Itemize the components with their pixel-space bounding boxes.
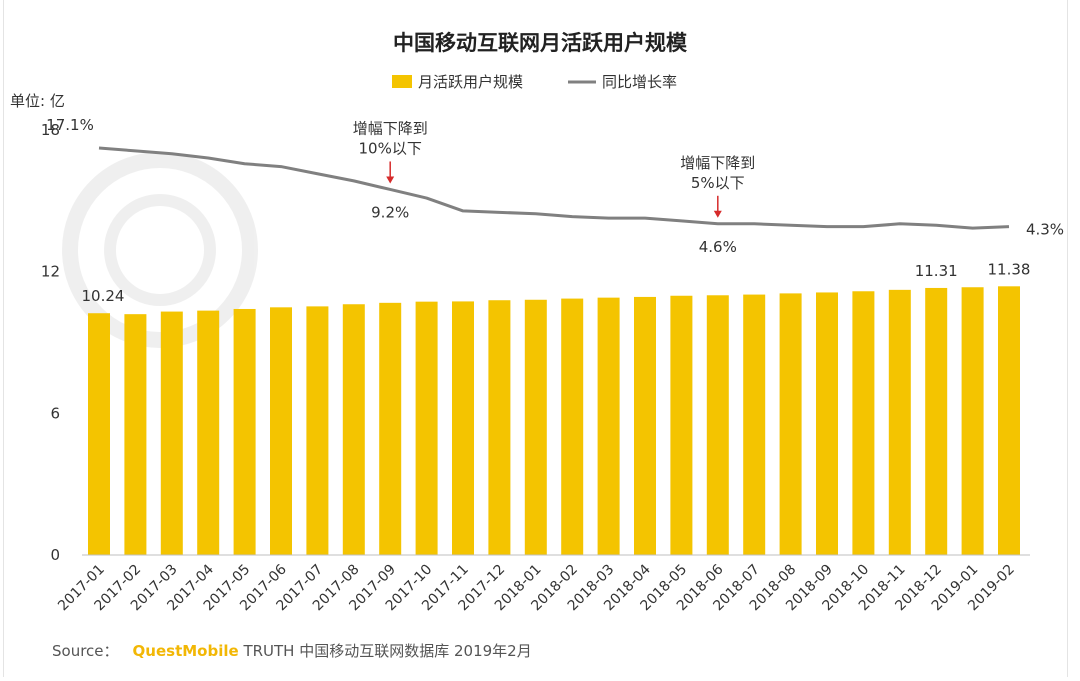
x-axis-ticks: 2017-012017-022017-032017-042017-052017-… [55, 561, 1018, 614]
bar [888, 289, 911, 555]
source-brand: QuestMobile [132, 642, 239, 660]
bar [452, 301, 474, 555]
source-note: Source： QuestMobile TRUTH 中国移动互联网数据库 2019… [52, 640, 532, 661]
bar [233, 308, 256, 555]
y-axis-ticks: 0 6 12 18 [41, 121, 60, 564]
left-border [3, 0, 4, 677]
legend: 月活跃用户规模 同比增长率 [392, 73, 677, 91]
annotation-text: 10%以下 [359, 139, 422, 157]
bar-series [88, 286, 1020, 555]
y-tick-label: 0 [50, 546, 60, 564]
legend-bar-swatch [392, 75, 412, 88]
data-label: 11.38 [988, 260, 1031, 278]
bar [561, 298, 584, 555]
legend-line-label: 同比增长率 [602, 73, 677, 91]
bar [124, 314, 147, 555]
bar [379, 302, 402, 555]
bar [634, 296, 656, 555]
y-tick-label: 6 [50, 404, 60, 422]
annotation-arrowhead [713, 210, 722, 218]
data-label: 11.31 [915, 262, 958, 280]
bar [306, 306, 329, 555]
questmobile-watermark [62, 152, 258, 348]
bar [342, 304, 365, 555]
bar [270, 307, 292, 555]
bar [779, 293, 802, 555]
bar [961, 287, 984, 555]
y-tick-label: 12 [41, 263, 60, 281]
growth-line [98, 146, 1010, 230]
bar [415, 301, 438, 555]
legend-bar-label: 月活跃用户规模 [418, 73, 523, 91]
bar [852, 291, 875, 555]
annotation-arrowhead [386, 176, 395, 184]
bar [197, 310, 220, 555]
source-text: TRUTH 中国移动互联网数据库 2019年2月 [243, 642, 532, 660]
annotation-text: 增幅下降到 [353, 119, 428, 137]
right-border [1067, 0, 1068, 677]
annotation-text: 5%以下 [691, 174, 745, 192]
source-label: Source： [52, 642, 119, 660]
data-label: 17.1% [46, 116, 94, 134]
bar [160, 311, 183, 555]
bar [925, 287, 948, 555]
data-label: 10.24 [82, 287, 125, 305]
bar [524, 299, 547, 555]
y-tick-label: 18 [41, 121, 60, 139]
bar [998, 286, 1020, 555]
bar [706, 295, 729, 555]
bar [88, 313, 110, 555]
bar [597, 297, 620, 555]
bar [743, 294, 766, 555]
bar [488, 300, 511, 555]
bar [816, 292, 838, 555]
data-label: 4.3% [1026, 221, 1064, 239]
annotation-text: 增幅下降到 [680, 154, 755, 172]
data-label: 9.2% [371, 203, 409, 221]
growth-line-series [98, 146, 1010, 230]
data-label: 4.6% [699, 238, 737, 256]
y-axis-unit-label: 单位: 亿 [10, 92, 65, 110]
bar [670, 295, 693, 555]
chart-title: 中国移动互联网月活跃用户规模 [393, 31, 688, 55]
data-labels: 10.24 11.31 11.38 17.1% 9.2% 4.6% 4.3% [46, 116, 1064, 305]
